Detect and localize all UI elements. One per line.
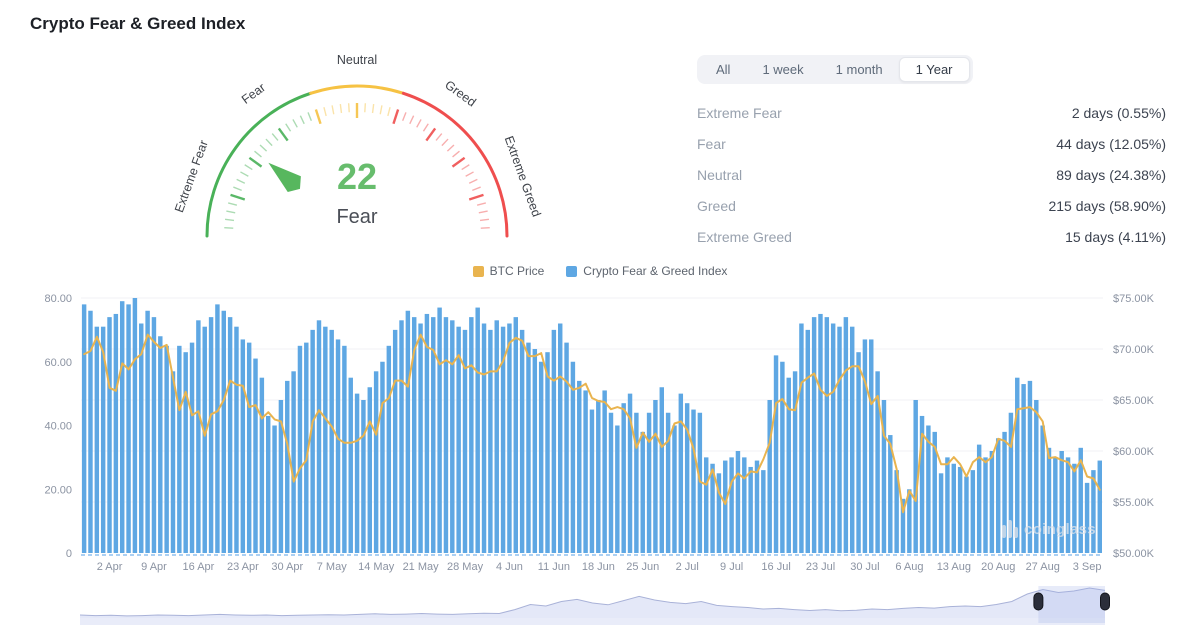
stat-row-fear: Fear 44 days (12.05%) [697,128,1166,159]
x-axis-tick: 30 Jul [850,561,879,573]
navigator-handle-right[interactable] [1100,592,1110,611]
tab-all[interactable]: All [700,58,746,81]
stat-value: 2 days (0.55%) [1071,104,1166,121]
time-range-tabbar: All 1 week 1 month 1 Year [697,55,973,84]
x-axis-tick: 14 May [358,561,395,573]
legend-text: BTC Price [489,264,545,278]
gauge-zone-label: Extreme Greed [502,134,544,219]
x-axis-tick: 9 Jul [720,561,743,573]
x-axis-tick: 11 Jun [538,561,570,573]
gauge-zone-label: Greed [442,78,478,110]
stat-label: Greed [697,197,736,214]
left-axis-tick: 0 [66,548,72,560]
legend-text: Crypto Fear & Greed Index [583,264,728,278]
left-axis-tick: 20.00 [44,484,72,496]
right-axis-tick: $70.00K [1113,344,1155,356]
x-axis-tick: 27 Aug [1026,561,1060,573]
navigator-handle-left[interactable] [1033,592,1044,611]
right-axis-tick: $65.00K [1113,395,1155,407]
gauge-classification-label: Fear [336,206,378,228]
x-axis-tick: 4 Jun [496,561,523,573]
stat-value: 89 days (24.38%) [1056,166,1166,183]
gauge-value: 22 [336,156,378,197]
stat-value: 15 days (4.11%) [1065,228,1166,245]
x-axis-tick: 13 Aug [937,561,971,573]
stat-row-extreme-fear: Extreme Fear 2 days (0.55%) [697,97,1166,128]
x-axis-tick: 20 Aug [981,561,1015,573]
stats-panel: All 1 week 1 month 1 Year Extreme Fear 2 day… [697,55,1166,252]
right-axis-tick: $75.00K [1113,293,1155,305]
x-axis-tick: 3 Sep [1073,561,1102,573]
stat-row-extreme-greed: Extreme Greed 15 days (4.11%) [697,221,1166,252]
gauge-zone-label: Fear [239,80,268,106]
legend-swatch [566,265,578,277]
x-axis-tick: 18 Jun [582,561,615,573]
chart-legend: BTC Price Crypto Fear & Greed Index [0,264,1200,278]
legend-item-btc-price[interactable]: BTC Price [472,264,545,278]
fear-greed-history-chart[interactable]: 0 20.00 40.00 60.00 80.00 $50.00K $55.00K $60.0… [0,268,1200,584]
left-axis-tick: 80.00 [44,293,72,305]
x-axis-tick: 7 May [317,561,347,573]
stat-label: Extreme Fear [697,104,782,121]
legend-item-crypto-fear-greed-index[interactable]: Crypto Fear & Greed Index [566,264,727,278]
page-title: Crypto Fear & Greed Index [30,14,246,33]
stat-row-greed: Greed 215 days (58.90%) [697,190,1166,221]
legend-swatch [472,265,484,277]
stat-label: Extreme Greed [697,228,792,245]
gauge-zone-label: Neutral [337,53,377,67]
fear-greed-gauge: Extreme Fear Fear Neutral Greed Extreme Gree… [160,48,560,263]
stat-label: Neutral [697,166,743,183]
x-axis-tick: 16 Jul [761,561,790,573]
tab-1-month[interactable]: 1 month [820,58,899,81]
stat-row-neutral: Neutral 89 days (24.38%) [697,159,1166,190]
tab-1-year[interactable]: 1 Year [898,57,970,82]
x-axis-tick: 23 Apr [227,561,259,573]
stat-value: 215 days (58.90%) [1048,197,1166,214]
x-axis-tick: 16 Apr [183,561,215,573]
x-axis-tick: 6 Aug [895,561,923,573]
stats-rows: Extreme Fear 2 days (0.55%) Fear 44 days (1… [697,97,1166,252]
stat-label: Fear [697,135,726,152]
left-axis-tick: 60.00 [44,357,72,369]
x-axis-tick: 23 Jul [806,561,835,573]
x-axis-tick: 28 May [447,561,484,573]
left-axis-tick: 40.00 [44,421,72,433]
right-axis-tick: $60.00K [1113,446,1155,458]
right-axis-tick: $55.00K [1113,497,1155,509]
x-axis-tick: 25 Jun [626,561,659,573]
x-axis-tick: 2 Apr [97,561,123,573]
gauge-canvas: Extreme Fear Fear Neutral Greed Extreme Gree… [172,53,544,238]
tab-1-week[interactable]: 1 week [746,58,819,81]
right-axis-tick: $50.00K [1113,548,1155,560]
x-axis-tick: 30 Apr [271,561,303,573]
stat-value: 44 days (12.05%) [1056,135,1166,152]
x-axis-tick: 2 Jul [676,561,699,573]
x-axis-tick: 9 Apr [141,561,167,573]
navigator-selected-range[interactable] [1038,586,1105,623]
gauge-zone-label: Extreme Fear [172,138,211,214]
chart-range-navigator[interactable] [0,584,1200,630]
x-axis-tick: 21 May [403,561,440,573]
